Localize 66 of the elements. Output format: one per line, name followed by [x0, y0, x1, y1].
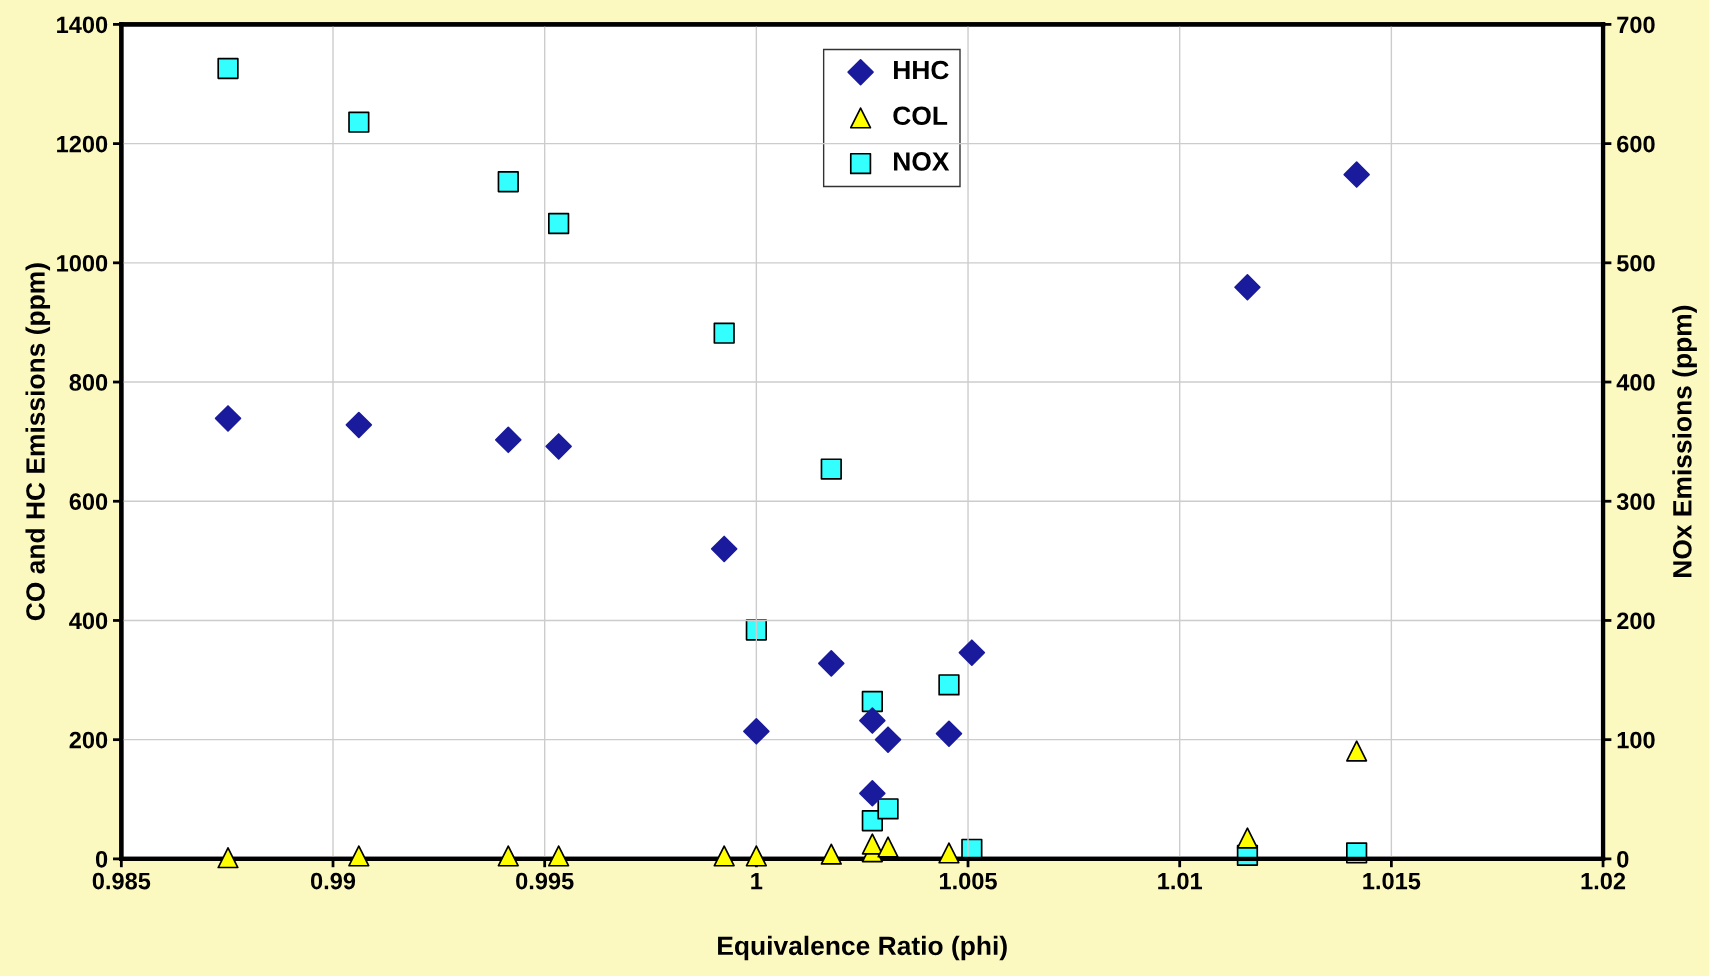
- x-tick-label: 1.02: [1581, 872, 1626, 890]
- point: [820, 458, 842, 480]
- x-tick-label: 0.995: [516, 872, 574, 890]
- y-tick-label: 200: [69, 731, 108, 749]
- y-tick-label: 400: [69, 612, 108, 630]
- y2-tick-label: 700: [1617, 16, 1655, 34]
- x-axis-title: Equivalence Ratio (phi): [718, 935, 1007, 961]
- point: [877, 798, 899, 820]
- point: [217, 847, 239, 869]
- y2-tick-label: 200: [1617, 612, 1655, 630]
- y2-tick-label: 100: [1617, 731, 1655, 749]
- point: [958, 639, 986, 666]
- y-axis-title: CO and HC Emissions (ppm): [25, 263, 51, 621]
- point: [1234, 274, 1261, 301]
- point: [547, 845, 570, 867]
- point: [861, 833, 884, 855]
- y2-tick-label: 0: [1617, 850, 1629, 868]
- point: [859, 780, 886, 807]
- y-tick-label: 1400: [57, 16, 108, 34]
- point: [1343, 161, 1370, 188]
- legend-label: COL: [893, 106, 948, 126]
- point: [497, 171, 519, 193]
- point: [545, 433, 572, 460]
- y-tick-label: 600: [69, 493, 108, 511]
- point: [713, 322, 735, 344]
- point: [345, 411, 373, 439]
- point: [1345, 740, 1368, 762]
- point: [214, 405, 242, 432]
- point: [820, 843, 842, 865]
- point: [874, 726, 902, 753]
- y-tick-label: 1200: [57, 135, 108, 153]
- y-tick-label: 1000: [57, 254, 108, 272]
- x-tick-label: 1.005: [939, 872, 997, 890]
- point: [713, 845, 735, 867]
- x-tick-label: 1: [751, 872, 763, 890]
- point: [348, 845, 370, 867]
- point: [497, 845, 519, 867]
- point: [495, 426, 522, 454]
- legend-label: HHC: [894, 60, 949, 80]
- y2-tick-label: 500: [1616, 254, 1655, 272]
- point: [818, 650, 845, 677]
- legend-label: NOX: [894, 152, 950, 171]
- x-tick-label: 0.99: [310, 872, 356, 890]
- y-tick-label: 800: [69, 374, 108, 391]
- x-tick-label: 1.01: [1158, 872, 1203, 890]
- y2-axis-title: NOx Emissions (ppm): [1672, 305, 1697, 577]
- point: [938, 842, 960, 864]
- point: [935, 720, 963, 747]
- y2-tick-label: 600: [1617, 135, 1655, 153]
- point: [743, 718, 770, 745]
- point: [1236, 827, 1259, 849]
- point: [745, 845, 768, 867]
- y2-tick-label: 400: [1616, 374, 1655, 391]
- point: [217, 57, 239, 80]
- point: [877, 836, 899, 858]
- point: [859, 707, 886, 734]
- point: [745, 619, 768, 641]
- y2-tick-label: 300: [1616, 493, 1655, 511]
- point: [348, 111, 370, 133]
- point: [861, 690, 884, 713]
- point: [938, 674, 960, 696]
- x-tick-label: 1.015: [1363, 872, 1421, 890]
- point: [547, 212, 570, 235]
- point: [710, 535, 738, 563]
- y-tick-label: 0: [95, 850, 108, 868]
- x-tick-label: 0.985: [92, 872, 151, 890]
